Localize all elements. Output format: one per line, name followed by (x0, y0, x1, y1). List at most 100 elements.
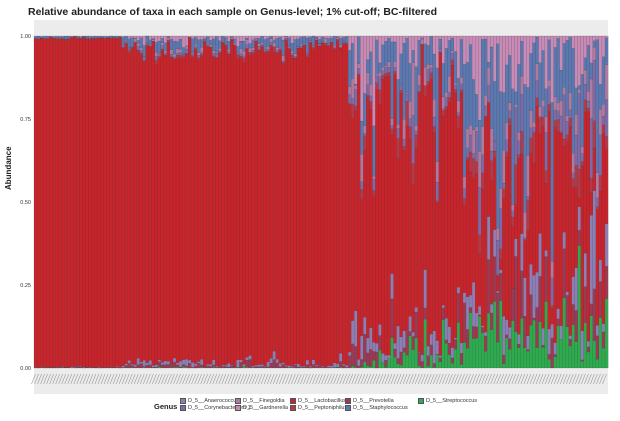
x-tick-label (155, 373, 160, 385)
bar-segment (64, 39, 68, 368)
bar-segment (175, 367, 180, 369)
bar-segment (538, 117, 542, 135)
bar-segment (423, 67, 427, 86)
x-tick-label (330, 373, 335, 385)
bar-segment (112, 37, 116, 368)
bar-segment (523, 277, 527, 317)
bar-segment (230, 35, 234, 37)
bar-segment (157, 366, 162, 369)
bar-segment (248, 52, 252, 55)
bar-segment (414, 311, 418, 339)
bar-segment (127, 47, 131, 49)
bar-segment (79, 37, 83, 39)
x-tick-label (297, 373, 302, 385)
bar-segment (529, 127, 533, 139)
bar-segment (266, 50, 270, 53)
bar-segment (420, 361, 424, 368)
bar-segment (245, 367, 249, 369)
bar-segment (245, 37, 249, 40)
legend-label: D_5__Gardnerella (243, 405, 288, 411)
bar-segment (281, 55, 285, 62)
bar-segment (139, 54, 143, 363)
bar-segment (251, 47, 255, 51)
bar-segment (70, 366, 74, 368)
bar-segment (586, 341, 591, 347)
bar-segment (278, 47, 282, 50)
x-tick-label (568, 373, 574, 385)
bar-segment (496, 341, 500, 369)
bar-segment (215, 36, 219, 52)
bar-segment (502, 182, 506, 189)
bar-segment (209, 47, 213, 365)
bar-segment (293, 39, 298, 54)
bar-segment (124, 363, 128, 366)
bar-segment (88, 39, 92, 368)
bar-segment (200, 47, 204, 53)
bar-segment (453, 51, 458, 83)
bar-segment (266, 366, 270, 368)
bar-segment (357, 359, 361, 366)
bar-segment (287, 46, 292, 49)
bar-segment (544, 183, 548, 251)
bar-segment (465, 348, 470, 369)
bar-segment (263, 39, 267, 49)
bar-segment (169, 54, 174, 58)
bar-segment (556, 325, 560, 369)
bar-segment (547, 359, 551, 369)
bar-segment (94, 35, 98, 37)
bar-segment (36, 38, 41, 39)
x-tick-label (278, 373, 284, 385)
bar-segment (553, 120, 557, 128)
bar-segment (251, 35, 255, 40)
bar-segment (580, 161, 585, 167)
bar-segment (130, 48, 134, 365)
bar-segment (130, 363, 134, 366)
bar-segment (478, 151, 482, 188)
bar-segment (520, 35, 524, 42)
legend-item: D_5__Peptoniphilus (290, 405, 347, 411)
x-tick-label (133, 373, 139, 385)
bar-segment (417, 92, 421, 352)
bar-segment (426, 80, 430, 85)
bar-segment (248, 54, 252, 356)
bar-segment (583, 35, 588, 58)
bar-segment (372, 195, 376, 343)
bar-segment (172, 58, 177, 359)
bar-segment (317, 363, 322, 368)
bar-segment (197, 39, 201, 53)
bar-segment (329, 41, 334, 43)
bar-segment (215, 35, 219, 37)
bar-segment (589, 303, 594, 316)
bar-segment (583, 57, 588, 71)
bar-segment (302, 45, 307, 367)
bar-segment (493, 256, 497, 302)
bar-segment (224, 37, 228, 43)
bar-segment (169, 367, 174, 369)
bar-segment (329, 35, 334, 38)
bar-segment (490, 179, 494, 305)
bar-segment (468, 307, 473, 313)
bar-segment (127, 47, 131, 51)
bar-segment (151, 365, 156, 368)
bar-segment (547, 35, 551, 40)
bar-segment (133, 364, 137, 367)
bar-segment (420, 354, 424, 362)
bar-segment (88, 35, 92, 37)
bar-segment (589, 62, 594, 80)
bar-segment (212, 53, 216, 56)
bar-segment (526, 349, 530, 352)
bar-segment (58, 35, 62, 37)
bar-segment (586, 91, 591, 102)
x-tick-label (103, 373, 109, 385)
x-tick-label (143, 373, 148, 385)
bar-segment (212, 359, 216, 365)
bar-segment (462, 188, 467, 199)
bar-segment (402, 330, 406, 348)
bar-segment (85, 36, 89, 39)
bar-segment (505, 337, 509, 369)
bar-segment (580, 153, 585, 162)
bar-segment (559, 35, 563, 71)
bar-segment (275, 49, 279, 53)
bar-segment (432, 132, 437, 331)
bar-segment (302, 366, 307, 368)
